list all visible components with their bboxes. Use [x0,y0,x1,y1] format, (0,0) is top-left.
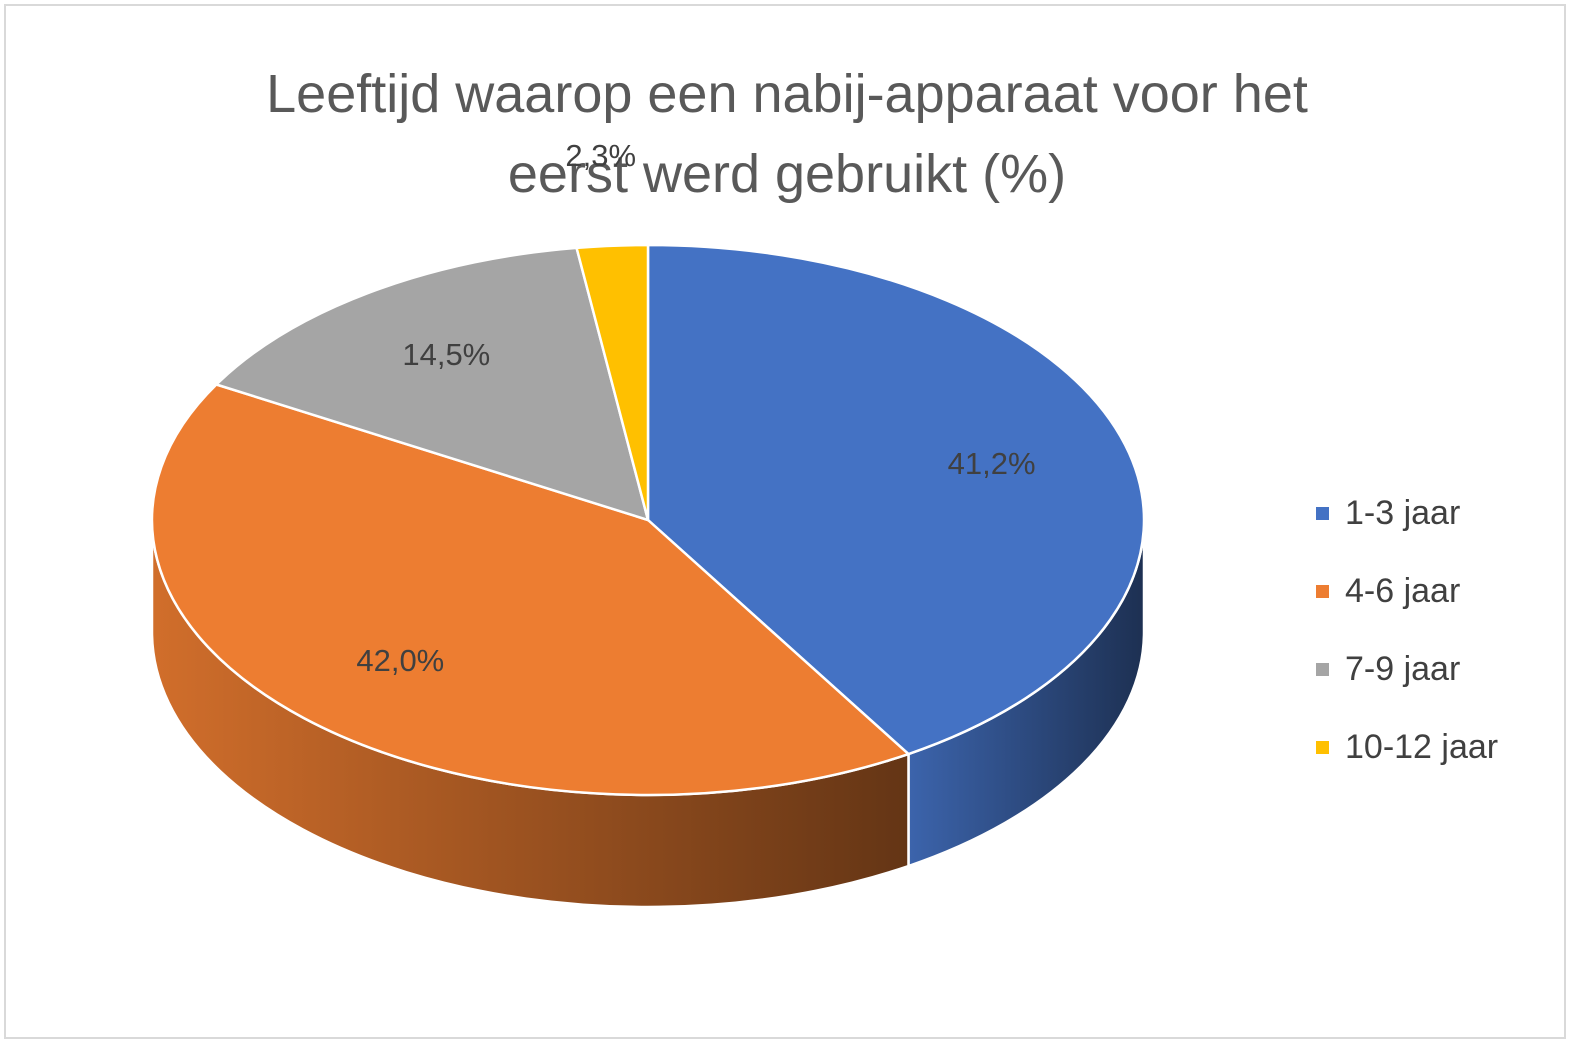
legend-swatch [1316,506,1329,520]
legend: 1-3 jaar 4-6 jaar 7-9 jaar 10-12 jaar [1316,474,1498,786]
pie-slice-4-6-jaar [150,383,910,797]
legend-item-7-9-jaar: 7-9 jaar [1316,630,1498,708]
legend-swatch [1316,662,1329,676]
pie-slice-1-3-jaar [646,243,1146,756]
data-label-4-6-jaar: 42,0% [356,643,444,678]
legend-swatch [1316,584,1329,598]
data-labels: 41,2% 42,0% 14,5% 2,3% [356,138,1035,678]
chart-title: Leeftijd waarop een nabij-apparaat voor … [6,54,1568,214]
pie-slice-10-12-jaar [575,243,650,522]
chart-title-line-2: eerst werd gebruikt (%) [507,144,1067,204]
chart-title-line-1: Leeftijd waarop een nabij-apparaat voor … [266,64,1308,124]
data-label-7-9-jaar: 14,5% [402,337,490,372]
legend-label: 1-3 jaar [1345,493,1461,532]
legend-swatch [1316,740,1329,754]
legend-label: 7-9 jaar [1345,649,1461,688]
data-label-1-3-jaar: 41,2% [948,446,1036,481]
data-label-10-12-jaar: 2,3% [565,138,636,173]
legend-label: 4-6 jaar [1345,571,1461,610]
pie-top [150,243,1146,797]
legend-label: 10-12 jaar [1345,727,1499,766]
legend-item-1-3-jaar: 1-3 jaar [1316,474,1498,552]
pie-slice-7-9-jaar [215,246,650,522]
legend-item-10-12-jaar: 10-12 jaar [1316,708,1498,786]
legend-item-4-6-jaar: 4-6 jaar [1316,552,1498,630]
